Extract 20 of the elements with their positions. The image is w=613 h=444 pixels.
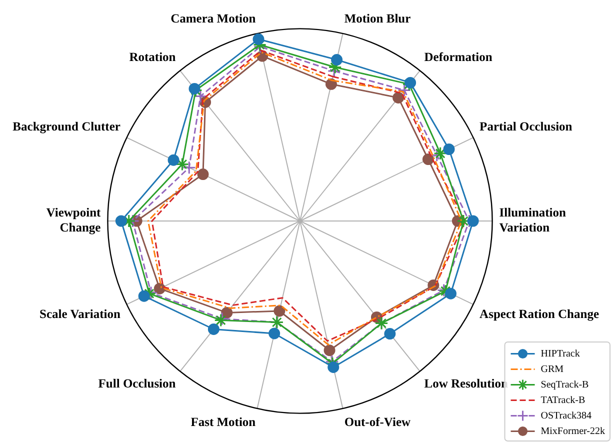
spoke-label: Illumination Variation <box>499 206 566 235</box>
spoke-label: Viewpoint Change <box>46 206 102 235</box>
spoke-label: Out-of-View <box>344 415 411 430</box>
spoke-label: Fast Motion <box>190 415 256 430</box>
spoke-label: Camera Motion <box>170 11 256 26</box>
spoke-label: Rotation <box>129 50 176 64</box>
spoke-label: Partial Occlusion <box>480 119 572 134</box>
legend-label: HIPTrack <box>540 348 580 360</box>
legend-label: MixFormer-22k <box>540 426 606 437</box>
legend-label: TATrack-B <box>540 394 586 406</box>
legend-label: SeqTrack-B <box>540 379 590 390</box>
spoke-label: Low Resolution <box>424 376 508 391</box>
spoke-label: Full Occlusion <box>98 376 176 391</box>
legend-label: OSTrack384 <box>540 410 592 422</box>
spoke-label: Motion Blur <box>344 11 412 26</box>
spoke-label: Background Clutter <box>12 119 121 134</box>
spoke-label: Deformation <box>424 50 492 64</box>
spoke-label: Scale Variation <box>40 307 120 322</box>
legend-label: GRM <box>540 364 564 375</box>
spoke-label: Aspect Ration Change <box>480 307 600 322</box>
